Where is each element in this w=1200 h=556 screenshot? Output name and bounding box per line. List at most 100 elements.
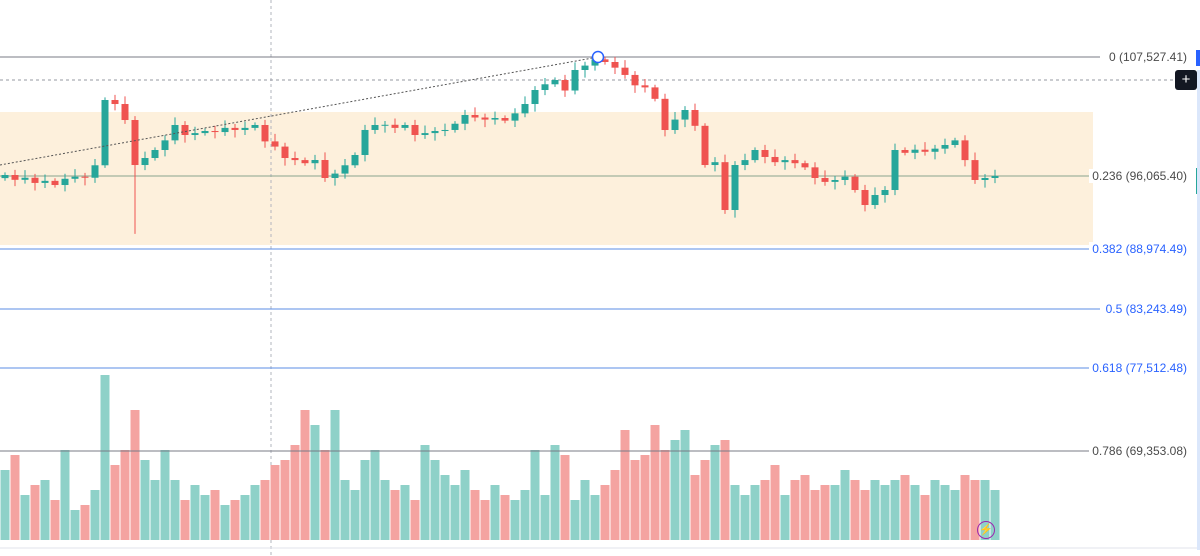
add-level-button[interactable]: + bbox=[1175, 70, 1197, 90]
fib-label-0.5: 0.5 (83,243.49) bbox=[1102, 302, 1190, 316]
candle bbox=[721, 162, 729, 211]
candle bbox=[951, 140, 959, 146]
volume-bar bbox=[710, 445, 720, 540]
candle bbox=[11, 175, 19, 180]
volume-bar bbox=[650, 425, 660, 540]
candle bbox=[541, 84, 549, 91]
volume-bar bbox=[260, 480, 270, 540]
candle bbox=[941, 145, 949, 149]
volume-bar bbox=[690, 475, 700, 540]
candle bbox=[921, 149, 929, 152]
candle bbox=[421, 133, 429, 136]
volume-bar bbox=[670, 440, 680, 540]
candle bbox=[781, 160, 789, 163]
candle bbox=[811, 167, 819, 179]
volume-bar bbox=[780, 495, 790, 540]
volume-bar bbox=[240, 495, 250, 540]
candle bbox=[491, 118, 499, 120]
volume-bar bbox=[180, 500, 190, 540]
candle bbox=[641, 85, 649, 88]
candle bbox=[771, 156, 779, 163]
volume-bar bbox=[90, 490, 100, 540]
volume-bar bbox=[320, 450, 330, 540]
candle bbox=[761, 150, 769, 157]
volume-bar bbox=[560, 455, 570, 540]
candle bbox=[901, 150, 909, 153]
volume-bar bbox=[740, 495, 750, 540]
candle bbox=[401, 125, 409, 128]
candle bbox=[141, 158, 149, 166]
candle bbox=[881, 190, 889, 196]
fib-label-0.236: 0.236 (96,065.40) bbox=[1089, 169, 1190, 183]
candle bbox=[231, 127, 239, 130]
fib-trend-line bbox=[0, 56, 599, 166]
candle bbox=[661, 98, 669, 131]
volume-bar bbox=[730, 485, 740, 540]
candle bbox=[281, 146, 289, 159]
volume-bar bbox=[610, 470, 620, 540]
volume-bar bbox=[400, 485, 410, 540]
axis-scrollbar[interactable] bbox=[1197, 70, 1200, 550]
candle bbox=[701, 125, 709, 166]
candle bbox=[291, 158, 299, 161]
volume-bar bbox=[700, 460, 710, 540]
candle bbox=[961, 140, 969, 161]
volume-bar bbox=[470, 490, 480, 540]
volume-bar bbox=[960, 475, 970, 540]
volume-bar bbox=[540, 495, 550, 540]
volume-bar bbox=[230, 500, 240, 540]
candle bbox=[981, 178, 989, 180]
candle bbox=[251, 125, 259, 128]
volume-bar bbox=[340, 480, 350, 540]
volume-bar bbox=[410, 500, 420, 540]
volume-bar bbox=[640, 455, 650, 540]
fib-anchor-handle[interactable] bbox=[591, 50, 605, 64]
volume-bar bbox=[760, 480, 770, 540]
candle bbox=[311, 160, 319, 164]
volume-bar bbox=[660, 450, 670, 540]
candle bbox=[81, 176, 89, 178]
candle bbox=[211, 131, 219, 133]
fib-label-0.382: 0.382 (88,974.49) bbox=[1089, 242, 1190, 256]
volume-bar bbox=[530, 450, 540, 540]
volume-bar bbox=[720, 440, 730, 540]
candle bbox=[381, 124, 389, 126]
candle bbox=[471, 115, 479, 118]
volume-bar bbox=[590, 495, 600, 540]
volume-bar bbox=[500, 495, 510, 540]
candle bbox=[651, 87, 659, 99]
volume-bar bbox=[910, 485, 920, 540]
candle bbox=[561, 80, 569, 91]
volume-bar bbox=[790, 480, 800, 540]
volume-bar bbox=[130, 410, 140, 540]
candle bbox=[631, 74, 639, 86]
candle bbox=[571, 69, 579, 91]
candle bbox=[161, 140, 169, 151]
volume-bar bbox=[900, 475, 910, 540]
volume-bar bbox=[250, 485, 260, 540]
fib-label-0.618: 0.618 (77,512.48) bbox=[1089, 361, 1190, 375]
candle bbox=[551, 80, 559, 85]
candle bbox=[361, 129, 369, 156]
fib-zone bbox=[0, 112, 1093, 245]
volume-bar bbox=[120, 450, 130, 540]
volume-bar bbox=[60, 450, 70, 540]
candle bbox=[371, 125, 379, 130]
volume-bar bbox=[510, 500, 520, 540]
volume-bar bbox=[750, 485, 760, 540]
volume-bar bbox=[380, 480, 390, 540]
volume-bar bbox=[160, 450, 170, 540]
candle bbox=[91, 165, 99, 178]
candle bbox=[171, 125, 179, 141]
candle bbox=[621, 67, 629, 75]
candle bbox=[711, 162, 719, 166]
candle bbox=[1, 175, 9, 179]
candle bbox=[681, 110, 689, 120]
volume-bar bbox=[930, 480, 940, 540]
candle bbox=[241, 127, 249, 130]
candle bbox=[271, 141, 279, 147]
lightning-icon[interactable]: ⚡ bbox=[977, 521, 995, 539]
candle bbox=[461, 115, 469, 124]
price-marker-top bbox=[1196, 50, 1200, 66]
